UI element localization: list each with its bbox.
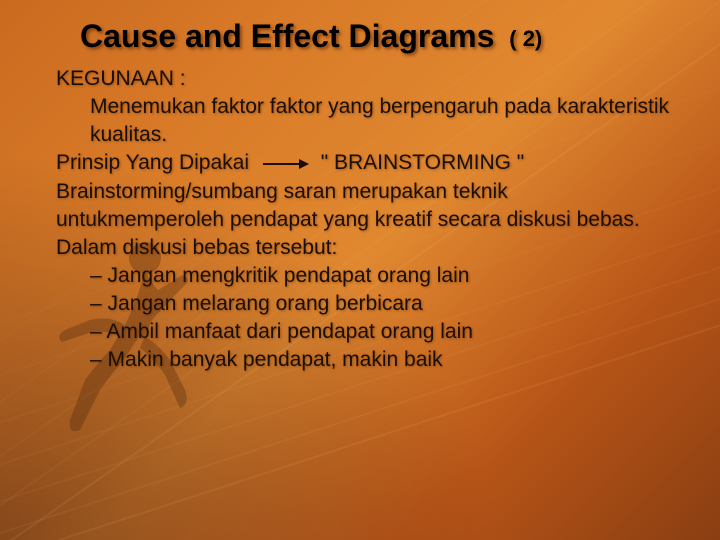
slide-title: Cause and Effect Diagrams ( 2) [80,18,680,55]
list-item: Makin banyak pendapat, makin baik [90,346,676,374]
brainstorm-paragraph: Brainstorming/sumbang saran merupakan te… [56,178,676,262]
list-item: Jangan melarang orang berbicara [90,290,676,318]
list-item: Ambil manfaat dari pendapat orang lain [90,318,676,346]
prinsip-line: Prinsip Yang Dipakai " BRAINSTORMING " [56,149,676,177]
prinsip-right: " BRAINSTORMING " [321,151,525,174]
slide-content: Cause and Effect Diagrams ( 2) KEGUNAAN … [0,0,720,540]
slide-body: KEGUNAAN : Menemukan faktor faktor yang … [56,65,676,374]
title-main: Cause and Effect Diagrams [80,18,494,54]
kegunaan-label: KEGUNAAN : [56,65,676,93]
prinsip-left: Prinsip Yang Dipakai [56,151,249,174]
kegunaan-text: Menemukan faktor faktor yang berpengaruh… [90,93,676,149]
title-suffix: ( 2) [509,26,542,51]
arrow-icon [263,159,309,169]
bullet-list: Jangan mengkritik pendapat orang lain Ja… [90,262,676,375]
list-item: Jangan mengkritik pendapat orang lain [90,262,676,290]
